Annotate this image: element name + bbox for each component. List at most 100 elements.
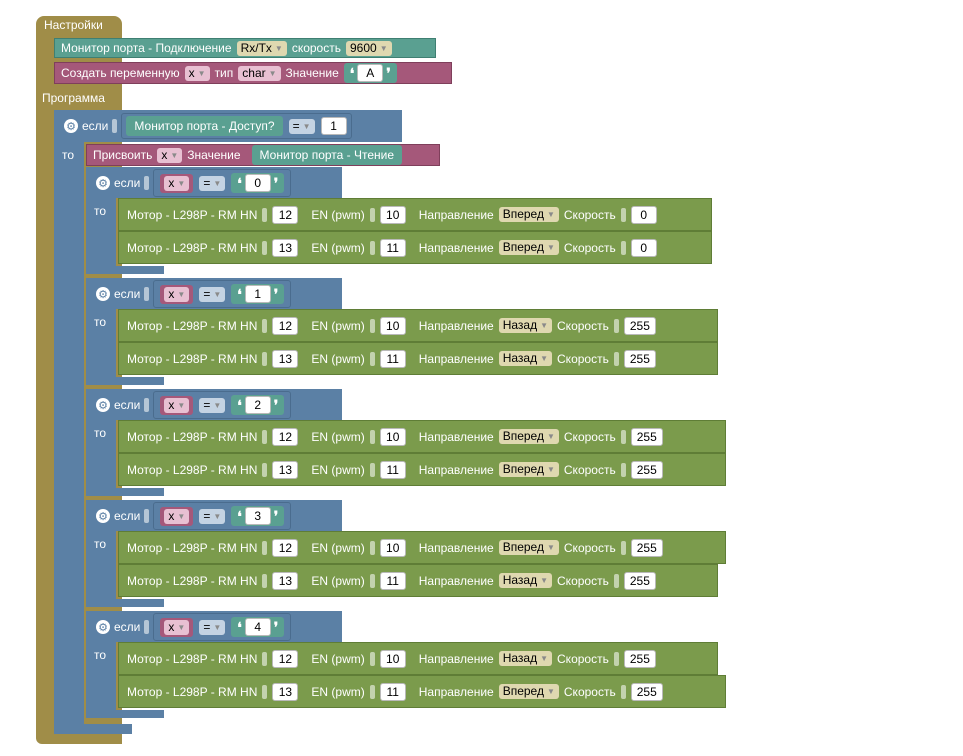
motor-en-input[interactable]: 11: [379, 682, 406, 701]
gear-icon[interactable]: ⚙: [96, 287, 110, 301]
variable-dropdown[interactable]: x ▼: [164, 286, 190, 302]
char-literal-value[interactable]: 0: [244, 174, 271, 192]
operator-dropdown[interactable]: = ▼: [199, 397, 226, 413]
motor-block[interactable]: Мотор - L298P - RM HN 12 EN (pwm) 10 Направл…: [118, 531, 726, 564]
serial-mode-dropdown[interactable]: Rx/Tx ▼: [236, 40, 287, 56]
char-literal-block[interactable]: ❛ 4 ❜: [231, 617, 285, 637]
gear-icon[interactable]: ⚙: [96, 620, 110, 634]
motor-speed-input[interactable]: 255: [623, 316, 656, 335]
motor-block[interactable]: Мотор - L298P - RM HN 13 EN (pwm) 11 Направл…: [118, 231, 712, 264]
motor-direction-dropdown[interactable]: Назад ▼: [498, 351, 553, 366]
motor-direction-dropdown[interactable]: Вперед ▼: [498, 207, 559, 222]
motor-block[interactable]: Мотор - L298P - RM HN 13 EN (pwm) 11 Направл…: [118, 564, 718, 597]
char-literal-value[interactable]: A: [357, 64, 384, 82]
motor-direction-dropdown[interactable]: Вперед ▼: [498, 540, 559, 555]
variable-dropdown[interactable]: x ▼: [164, 397, 190, 413]
compare-block[interactable]: x ▼ = ▼ ❛ 1 ❜: [153, 280, 292, 308]
motor-speed-input[interactable]: 255: [630, 427, 663, 446]
create-variable-block[interactable]: Создать переменную x ▼ тип char ▼ Значен…: [54, 62, 452, 84]
motor-en-input[interactable]: 10: [379, 205, 406, 224]
variable-dropdown[interactable]: x ▼: [164, 175, 190, 191]
motor-direction-dropdown[interactable]: Назад ▼: [498, 651, 553, 666]
motor-en-input[interactable]: 11: [379, 238, 406, 257]
motor-pin-input[interactable]: 12: [272, 538, 299, 557]
char-literal-value[interactable]: 2: [244, 396, 271, 414]
motor-en-input[interactable]: 10: [379, 538, 406, 557]
variable-get-block[interactable]: x ▼: [160, 173, 194, 193]
operator-dropdown[interactable]: = ▼: [199, 508, 226, 524]
motor-en-input[interactable]: 11: [379, 571, 406, 590]
variable-get-block[interactable]: x ▼: [160, 506, 194, 526]
motor-direction-dropdown[interactable]: Вперед ▼: [498, 684, 559, 699]
motor-block[interactable]: Мотор - L298P - RM HN 13 EN (pwm) 11 Направл…: [118, 453, 726, 486]
motor-en-input[interactable]: 10: [379, 316, 406, 335]
char-literal-value[interactable]: 3: [244, 507, 271, 525]
operator-dropdown[interactable]: = ▼: [199, 286, 226, 302]
char-literal-block[interactable]: ❛ A ❜: [343, 63, 397, 83]
motor-direction-dropdown[interactable]: Назад ▼: [498, 318, 553, 333]
operator-dropdown[interactable]: = ▼: [199, 175, 226, 191]
outer-if-block[interactable]: [54, 110, 84, 732]
motor-speed-input[interactable]: 0: [630, 205, 657, 224]
motor-block[interactable]: Мотор - L298P - RM HN 13 EN (pwm) 11 Направл…: [118, 342, 718, 375]
char-literal-block[interactable]: ❛ 0 ❜: [231, 173, 285, 193]
char-literal-block[interactable]: ❛ 1 ❜: [231, 284, 285, 304]
motor-pin-input[interactable]: 12: [272, 316, 299, 335]
serial-read-block[interactable]: Монитор порта - Чтение: [251, 145, 403, 165]
variable-get-block[interactable]: x ▼: [160, 395, 194, 415]
gear-icon[interactable]: ⚙: [96, 398, 110, 412]
motor-block[interactable]: Мотор - L298P - RM HN 13 EN (pwm) 11 Направл…: [118, 675, 726, 708]
char-literal-block[interactable]: ❛ 2 ❜: [231, 395, 285, 415]
motor-speed-input[interactable]: 0: [630, 238, 657, 257]
motor-block[interactable]: Мотор - L298P - RM HN 12 EN (pwm) 10 Направл…: [118, 420, 726, 453]
variable-get-block[interactable]: x ▼: [160, 284, 194, 304]
compare-block[interactable]: x ▼ = ▼ ❛ 2 ❜: [153, 391, 292, 419]
motor-speed-input[interactable]: 255: [623, 649, 656, 668]
serial-connect-block[interactable]: Монитор порта - Подключение Rx/Tx ▼ скор…: [54, 38, 436, 58]
motor-pin-input[interactable]: 13: [272, 682, 299, 701]
char-literal-value[interactable]: 1: [244, 285, 271, 303]
motor-pin-input[interactable]: 13: [272, 571, 299, 590]
motor-direction-dropdown[interactable]: Вперед ▼: [498, 240, 559, 255]
gear-icon[interactable]: ⚙: [96, 176, 110, 190]
compare-block[interactable]: x ▼ = ▼ ❛ 3 ❜: [153, 502, 292, 530]
variable-type-dropdown[interactable]: char ▼: [238, 65, 281, 81]
motor-direction-dropdown[interactable]: Вперед ▼: [498, 429, 559, 444]
motor-pin-input[interactable]: 12: [272, 649, 299, 668]
motor-speed-input[interactable]: 255: [630, 460, 663, 479]
motor-pin-input[interactable]: 13: [272, 238, 299, 257]
compare-block[interactable]: x ▼ = ▼ ❛ 0 ❜: [153, 169, 292, 197]
variable-name-dropdown[interactable]: x ▼: [184, 65, 210, 81]
motor-en-input[interactable]: 11: [379, 460, 406, 479]
motor-speed-input[interactable]: 255: [630, 682, 663, 701]
motor-speed-input[interactable]: 255: [630, 538, 663, 557]
motor-direction-dropdown[interactable]: Вперед ▼: [498, 462, 559, 477]
assign-block[interactable]: Присвоить x ▼ Значение Монитор порта - Ч…: [86, 144, 440, 166]
variable-dropdown[interactable]: x ▼: [164, 619, 190, 635]
motor-block[interactable]: Мотор - L298P - RM HN 12 EN (pwm) 10 Направл…: [118, 642, 718, 675]
assign-var-dropdown[interactable]: x ▼: [157, 147, 183, 163]
motor-en-input[interactable]: 10: [379, 649, 406, 668]
serial-speed-dropdown[interactable]: 9600 ▼: [345, 40, 392, 56]
motor-en-input[interactable]: 10: [379, 427, 406, 446]
variable-dropdown[interactable]: x ▼: [164, 508, 190, 524]
compare-block[interactable]: x ▼ = ▼ ❛ 4 ❜: [153, 613, 292, 641]
motor-block[interactable]: Мотор - L298P - RM HN 12 EN (pwm) 10 Направл…: [118, 309, 718, 342]
variable-get-block[interactable]: x ▼: [160, 617, 194, 637]
compare-block[interactable]: Монитор порта - Доступ? = ▼ 1: [121, 113, 352, 139]
motor-pin-input[interactable]: 12: [272, 205, 299, 224]
number-input[interactable]: 1: [320, 117, 347, 135]
gear-icon[interactable]: ⚙: [64, 119, 78, 133]
gear-icon[interactable]: ⚙: [96, 509, 110, 523]
operator-dropdown[interactable]: = ▼: [199, 619, 226, 635]
motor-en-input[interactable]: 11: [379, 349, 406, 368]
motor-pin-input[interactable]: 12: [272, 427, 299, 446]
char-literal-value[interactable]: 4: [244, 618, 271, 636]
operator-dropdown[interactable]: = ▼: [288, 118, 315, 134]
motor-pin-input[interactable]: 13: [272, 349, 299, 368]
motor-speed-input[interactable]: 255: [623, 571, 656, 590]
motor-direction-dropdown[interactable]: Назад ▼: [498, 573, 553, 588]
motor-block[interactable]: Мотор - L298P - RM HN 12 EN (pwm) 10 Направл…: [118, 198, 712, 231]
motor-speed-input[interactable]: 255: [623, 349, 656, 368]
serial-available-block[interactable]: Монитор порта - Доступ?: [126, 116, 283, 136]
